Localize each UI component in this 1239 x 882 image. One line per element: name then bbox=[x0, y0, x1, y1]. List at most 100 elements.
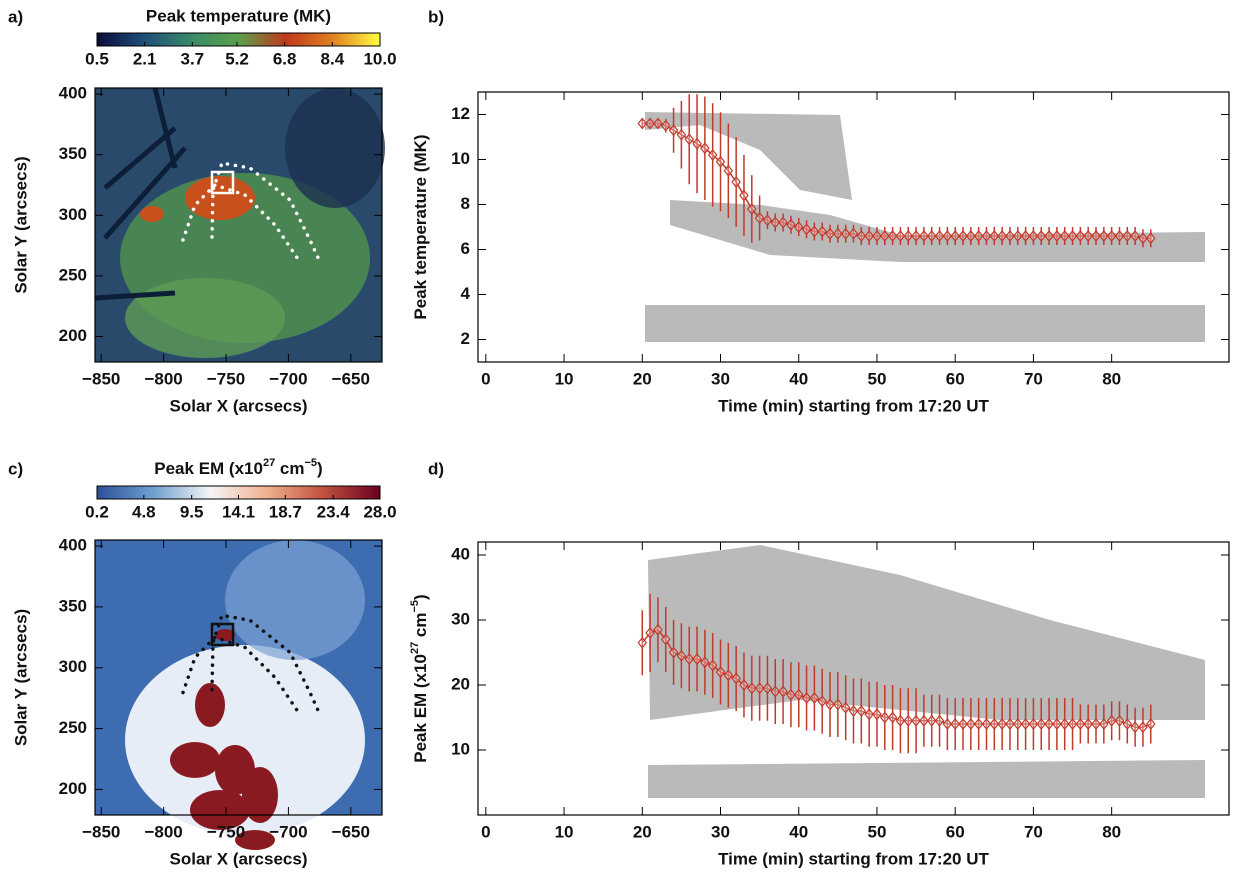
selection-box bbox=[210, 170, 235, 195]
diamond-marker bbox=[739, 679, 749, 691]
diamond-marker bbox=[887, 711, 898, 724]
diamond-marker bbox=[801, 223, 812, 236]
diamond-marker bbox=[1067, 230, 1078, 242]
diamond-marker bbox=[840, 227, 851, 240]
x-tick-label: 20 bbox=[633, 369, 652, 388]
diamond-marker bbox=[1122, 230, 1133, 242]
diamond-marker bbox=[966, 230, 976, 242]
x-tick-label: −700 bbox=[269, 369, 307, 388]
colorbar-tick-label: 8.4 bbox=[321, 49, 345, 68]
diamond-marker bbox=[793, 688, 804, 701]
x-axis-title: Solar X (arcsecs) bbox=[170, 396, 308, 415]
diamond-marker bbox=[1028, 230, 1039, 242]
diamond-marker bbox=[653, 623, 663, 636]
colorbar-tick-label: 0.2 bbox=[85, 502, 109, 521]
map-region bbox=[170, 742, 220, 778]
diamond-marker bbox=[793, 221, 804, 233]
y-tick-label: 300 bbox=[59, 657, 87, 676]
y-tick-label: 2 bbox=[461, 329, 470, 348]
diamond-marker bbox=[1059, 718, 1070, 730]
x-tick-label: 60 bbox=[946, 822, 965, 841]
map-region bbox=[285, 88, 385, 208]
diamond-marker bbox=[809, 692, 820, 704]
y-tick-label: 30 bbox=[451, 609, 470, 628]
diamond-marker bbox=[887, 230, 898, 242]
diamond-marker bbox=[934, 714, 945, 727]
x-tick-label: −850 bbox=[82, 822, 120, 841]
diamond-marker bbox=[700, 656, 710, 669]
diamond-marker bbox=[700, 142, 710, 155]
panel-label: d) bbox=[428, 459, 444, 478]
x-tick-label: 50 bbox=[868, 369, 887, 388]
diamond-marker bbox=[723, 164, 734, 177]
diamond-marker bbox=[1059, 230, 1070, 242]
y-tick-label: 400 bbox=[59, 84, 87, 103]
text-part: 27 bbox=[263, 457, 275, 469]
colorbar-tick-label: 4.8 bbox=[132, 502, 156, 521]
map-region bbox=[215, 629, 235, 641]
diamond-marker bbox=[989, 230, 1000, 242]
colorbar-title: Peak temperature (MK) bbox=[146, 6, 331, 25]
diamond-marker bbox=[715, 666, 726, 678]
x-tick-label: −700 bbox=[269, 822, 307, 841]
diamond-marker bbox=[1036, 230, 1047, 242]
loop-trace bbox=[181, 182, 302, 264]
x-axis-title: Time (min) starting from 17:20 UT bbox=[718, 396, 989, 415]
diamond-marker bbox=[895, 230, 906, 242]
diamond-marker bbox=[1106, 714, 1117, 727]
x-tick-label: 30 bbox=[711, 369, 730, 388]
colorbar-tick-label: 5.2 bbox=[225, 49, 249, 68]
diamond-marker bbox=[926, 230, 937, 242]
scatter-cloud bbox=[670, 200, 1205, 262]
diamond-marker bbox=[973, 718, 984, 730]
diamond-marker bbox=[1052, 230, 1062, 242]
diamond-marker bbox=[848, 705, 859, 717]
text-part: ) bbox=[411, 594, 430, 600]
diamond-marker bbox=[1138, 232, 1148, 245]
diamond-marker bbox=[1075, 718, 1086, 730]
diamond-marker bbox=[762, 682, 773, 695]
diamond-marker bbox=[692, 137, 702, 150]
diamond-marker bbox=[637, 636, 648, 649]
diamond-marker bbox=[747, 682, 757, 695]
diamond-marker bbox=[989, 718, 1000, 730]
diamond-marker bbox=[1114, 230, 1125, 242]
diamond-marker bbox=[715, 155, 726, 168]
diamond-marker bbox=[1114, 714, 1125, 727]
diamond-marker bbox=[801, 692, 812, 704]
x-axis-title: Time (min) starting from 17:20 UT bbox=[718, 849, 989, 868]
diamond-marker bbox=[645, 117, 655, 130]
y-axis-title: Solar Y (arcsecs) bbox=[11, 609, 30, 746]
y-axis-title: Peak temperature (MK) bbox=[411, 134, 430, 319]
x-tick-label: 70 bbox=[1024, 369, 1043, 388]
diamond-marker bbox=[833, 227, 843, 240]
x-tick-label: 20 bbox=[633, 822, 652, 841]
x-tick-label: 10 bbox=[555, 369, 574, 388]
diamond-marker bbox=[981, 718, 992, 730]
diamond-marker bbox=[1091, 230, 1101, 242]
text-part: Peak temperature (MK) bbox=[411, 134, 430, 319]
diamond-marker bbox=[950, 718, 960, 730]
diamond-marker bbox=[668, 646, 679, 659]
diamond-marker bbox=[942, 718, 953, 730]
diamond-marker bbox=[856, 705, 867, 717]
diamond-marker bbox=[1130, 721, 1140, 734]
x-tick-label: 80 bbox=[1102, 369, 1121, 388]
map-image bbox=[94, 87, 385, 362]
text-part: −5 bbox=[305, 457, 318, 469]
text-part: 27 bbox=[409, 642, 421, 654]
x-tick-label: −650 bbox=[332, 369, 370, 388]
colorbar-tick-label: 2.1 bbox=[133, 49, 157, 68]
map-streak bbox=[103, 126, 177, 190]
diamond-marker bbox=[786, 218, 796, 231]
map-region bbox=[190, 790, 250, 830]
y-axis-title: Peak EM (x1027 cm−5) bbox=[409, 594, 431, 762]
diamond-marker bbox=[895, 714, 906, 727]
diamond-marker bbox=[1020, 718, 1031, 730]
diamond-marker bbox=[1099, 230, 1109, 242]
diamond-marker bbox=[880, 711, 890, 724]
diamond-marker bbox=[739, 189, 749, 202]
x-tick-label: 10 bbox=[555, 822, 574, 841]
diamond-marker bbox=[833, 698, 843, 711]
